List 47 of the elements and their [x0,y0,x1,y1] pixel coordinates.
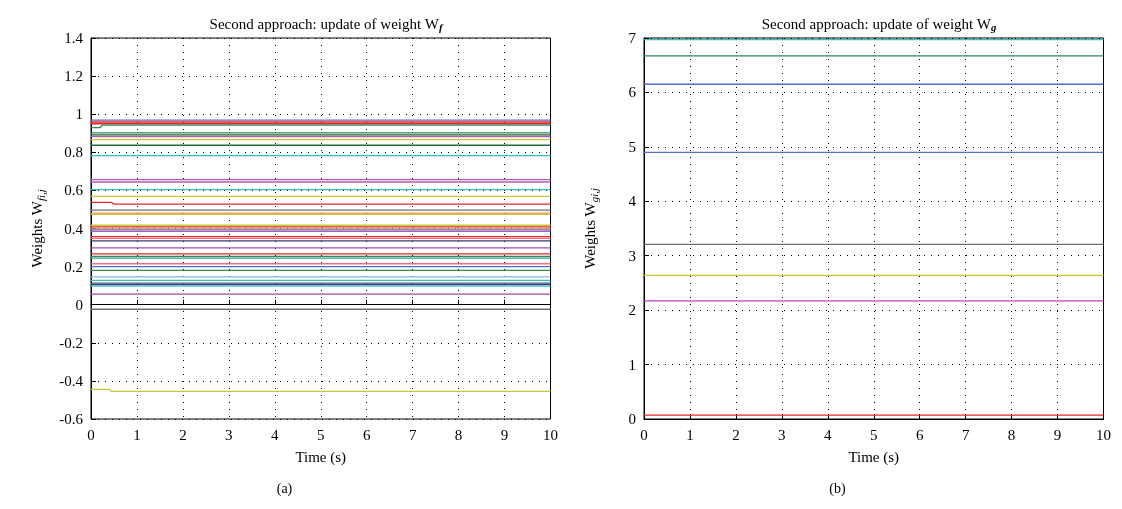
x-tick-label: 1 [133,426,141,443]
text: (b) [829,480,846,497]
x-tick-label: 9 [1053,426,1062,443]
x-tick-label: 3 [778,426,786,443]
x-tick-label: 0 [87,426,95,443]
y-axis-title: Weights Wgi,j [582,188,600,269]
y-tick-label: 0 [628,411,636,427]
y-tick-label: 1 [628,356,636,373]
x-axis-title: Time (s) [295,448,347,466]
x-tick-label: 9 [500,426,509,443]
y-tick-label: 0.6 [64,182,84,199]
x-tick-label: 3 [225,426,233,443]
y-tick-label: 5 [628,138,636,155]
y-tick-label: 3 [628,247,636,264]
x-tick-label: 10 [1096,426,1111,443]
x-tick-label: 7 [961,426,970,443]
y-tick-label: 1.2 [64,68,83,85]
y-tick-label: -0.2 [59,334,83,351]
y-axis-title: Weights Wfi,j [29,189,47,268]
y-tick-label: 2 [628,302,636,319]
y-tick-label: 0.2 [64,258,83,275]
text: (a) [276,480,293,497]
x-tick-label: 5 [870,426,878,443]
y-tick-label: 4 [628,193,637,210]
x-tick-label: 0 [640,426,648,443]
x-tick-label: 1 [686,426,694,443]
x-tick-label: 8 [1007,426,1016,443]
y-tick-label: 6 [628,84,637,101]
x-tick-label: 5 [317,426,325,443]
x-tick-label: 6 [362,426,371,443]
x-tick-label: 8 [454,426,463,443]
x-tick-label: 4 [271,426,280,443]
x-tick-label: 2 [732,426,740,443]
y-tick-label: 0.4 [64,220,84,237]
y-tick-label: 1.4 [64,30,84,46]
y-tick-label: 7 [628,30,637,46]
y-tick-label: -0.6 [59,411,84,427]
y-tick-label: 0.8 [64,144,83,161]
y-tick-label: -0.4 [59,372,84,389]
x-tick-label: 10 [543,426,558,443]
y-tick-label: 1 [75,106,83,123]
x-tick-label: 4 [824,426,833,443]
x-tick-label: 6 [915,426,924,443]
x-tick-label: 7 [408,426,417,443]
y-tick-label: 0 [75,296,83,313]
x-axis-title: Time (s) [848,448,900,466]
x-tick-label: 2 [179,426,187,443]
